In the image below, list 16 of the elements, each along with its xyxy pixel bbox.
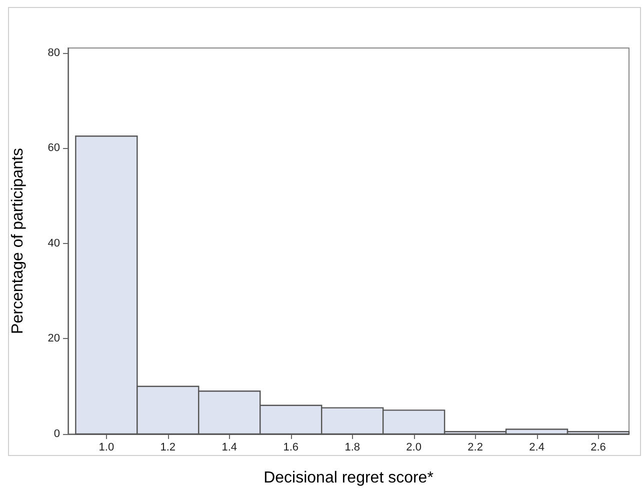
y-tick-label: 20 bbox=[48, 332, 60, 345]
x-tick-label: 2.0 bbox=[406, 442, 422, 454]
x-tick-label: 2.6 bbox=[590, 442, 606, 454]
y-tick-label: 0 bbox=[54, 428, 60, 440]
x-tick-label: 1.2 bbox=[160, 442, 176, 454]
x-tick-label: 1.8 bbox=[344, 442, 360, 454]
y-axis-title: Percentage of participants bbox=[10, 148, 26, 334]
x-tick-label: 1.4 bbox=[222, 442, 238, 454]
x-tick-label: 2.2 bbox=[468, 442, 483, 454]
y-tick-label: 80 bbox=[48, 46, 60, 59]
x-tick-label: 1.6 bbox=[283, 442, 299, 454]
x-axis-title: Decisional regret score* bbox=[264, 470, 434, 486]
y-tick-label: 60 bbox=[48, 142, 60, 154]
y-tick-label: 40 bbox=[48, 237, 60, 250]
x-tick-label: 2.4 bbox=[529, 442, 544, 454]
x-tick-label: 1.0 bbox=[98, 442, 114, 454]
